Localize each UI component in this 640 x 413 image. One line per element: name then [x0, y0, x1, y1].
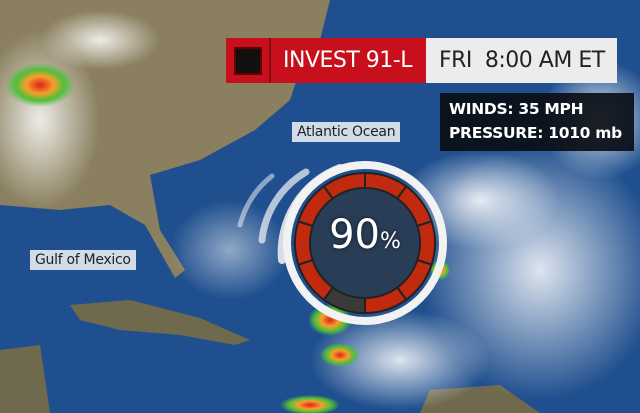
- black-square-icon: [226, 38, 271, 83]
- pressure-text: PRESSURE: 1010 mb: [449, 124, 622, 142]
- south-america: [0, 345, 50, 413]
- gauge-segment-filled: [322, 171, 366, 200]
- formation-chance-ring: [283, 161, 447, 325]
- formation-chance-gauge: [294, 171, 436, 315]
- label-gulf-of-mexico: Gulf of Mexico: [30, 250, 136, 270]
- storm-header: INVEST 91-L FRI 8:00 AM ET: [226, 38, 617, 83]
- percent-value: 90: [329, 212, 380, 258]
- forecast-time: FRI 8:00 AM ET: [425, 38, 617, 83]
- winds-text: WINDS: 35 MPH: [449, 100, 584, 118]
- storm-stats: WINDS: 35 MPH PRESSURE: 1010 mb: [440, 93, 634, 151]
- percent-unit: %: [380, 229, 401, 254]
- storm-name: INVEST 91-L: [271, 38, 426, 83]
- cuba: [70, 300, 250, 345]
- label-atlantic-ocean: Atlantic Ocean: [292, 122, 401, 142]
- formation-chance-value: 90%: [300, 210, 430, 267]
